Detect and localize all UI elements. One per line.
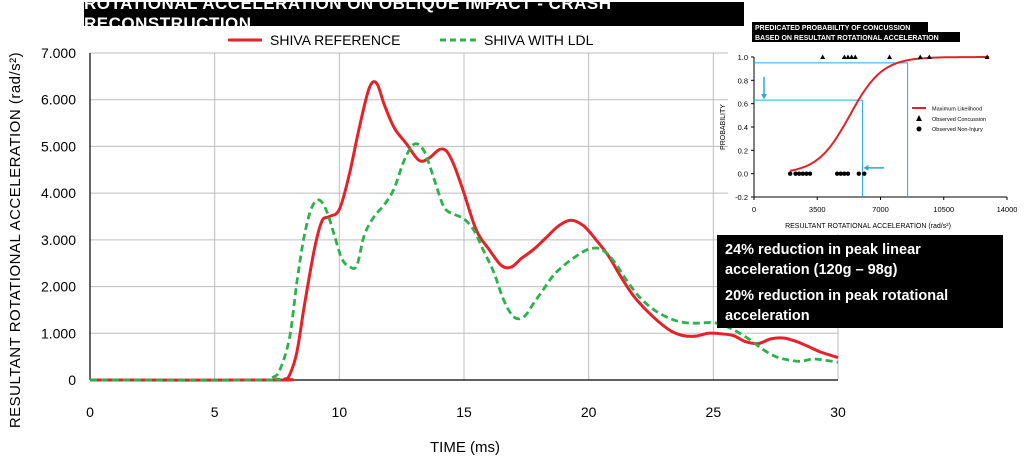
callout-line-linear: 24% reduction in peak linear acceleratio…	[725, 242, 921, 278]
inset-y-tick-label: 0.4	[738, 123, 748, 132]
y-tick-label: 1.000	[41, 325, 76, 341]
inset-x-tick-label: 3500	[809, 205, 826, 214]
x-tick-label: 5	[211, 404, 219, 420]
reduction-callout: 24% reduction in peak linear acceleratio…	[717, 235, 1003, 328]
inset-observed-concussion-marker	[849, 54, 855, 59]
inset-x-tick-label: 0	[752, 205, 756, 214]
inset-arrow-left-head	[863, 164, 869, 171]
x-tick-label: 0	[86, 404, 94, 420]
inset-observed-noninjury-marker	[804, 171, 809, 176]
x-tick-label: 25	[706, 404, 722, 420]
inset-y-tick-label: -0.2	[735, 193, 748, 202]
inset-y-axis-title: PROBABILITY	[720, 104, 727, 150]
inset-legend-swatch-concussion	[916, 115, 922, 121]
inset-observed-concussion-marker	[820, 54, 826, 59]
inset-observed-noninjury-marker	[842, 171, 847, 176]
inset-legend-label-concussion: Observed Concussion	[932, 117, 986, 123]
x-tick-label: 20	[581, 404, 597, 420]
inset-x-tick-label: 10500	[933, 205, 954, 214]
inset-arrow-down-head	[761, 94, 767, 100]
y-tick-label: 7.000	[41, 45, 76, 61]
x-axis-title: TIME (ms)	[430, 439, 500, 456]
inset-chart: PREDICATED PROBABILITY OF CONCUSSION BASE…	[720, 18, 1017, 234]
inset-observed-noninjury-marker	[800, 171, 805, 176]
inset-likelihood-curve	[789, 56, 989, 172]
inset-y-tick-label: 0.2	[738, 146, 748, 155]
inset-observed-concussion-marker	[917, 54, 923, 59]
inset-x-axis-title: RESULTANT ROTATIONAL ACCELERATION (rad/s…	[785, 223, 951, 230]
inset-title-box	[752, 22, 928, 32]
y-tick-label: 3.000	[41, 232, 76, 248]
inset-y-tick-label: 0.0	[738, 170, 748, 179]
inset-observed-concussion-marker	[841, 54, 847, 59]
legend-label-reference: SHIVA REFERENCE	[270, 32, 400, 48]
x-tick-label: 10	[332, 404, 348, 420]
inset-title-line2: BASED ON RESULTANT ROTATIONAL ACCELERATI…	[755, 35, 939, 42]
inset-title-box	[752, 32, 960, 42]
inset-legend-label-likelihood: Maximum Likelihood	[932, 107, 982, 113]
inset-legend-label-noninjury: Observed Non-Injury	[932, 127, 983, 133]
main-legend: SHIVA REFERENCE SHIVA WITH LDL	[228, 32, 594, 48]
y-tick-label: 6.000	[41, 92, 76, 108]
legend-label-ldl: SHIVA WITH LDL	[484, 32, 594, 48]
inset-observed-concussion-marker	[852, 54, 858, 59]
inset-observed-noninjury-marker	[862, 171, 867, 176]
inset-observed-noninjury-marker	[807, 171, 813, 176]
inset-observed-noninjury-marker	[834, 171, 840, 176]
inset-observed-concussion-marker	[984, 54, 990, 59]
x-tick-label: 15	[456, 404, 472, 420]
inset-title-line1: PREDICATED PROBABILITY OF CONCUSSION	[755, 25, 910, 32]
callout-line-rotational: 20% reduction in peak rotational acceler…	[725, 288, 949, 324]
inset-observed-concussion-marker	[926, 54, 932, 59]
inset-y-tick-label: 0.8	[738, 76, 748, 85]
y-tick-label: 5.000	[41, 138, 76, 154]
y-tick-label: 2.000	[41, 279, 76, 295]
inset-observed-concussion-marker	[887, 54, 893, 59]
inset-observed-noninjury-marker	[856, 171, 862, 176]
inset-legend-swatch-noninjury	[916, 126, 922, 132]
x-tick-label: 30	[830, 404, 846, 420]
y-tick-label: 0	[68, 372, 76, 388]
inset-observed-concussion-marker	[845, 54, 851, 59]
inset-background	[728, 18, 1013, 234]
inset-observed-noninjury-marker	[787, 171, 793, 176]
y-tick-label: 4.000	[41, 185, 76, 201]
y-axis-title: RESULTANT ROTATIONAL ACCELERATION (rad/s…	[7, 52, 24, 428]
inset-observed-noninjury-marker	[838, 171, 843, 176]
inset-observed-noninjury-marker	[796, 171, 802, 176]
inset-y-tick-label: 1.0	[738, 53, 748, 62]
series-line-shiva-reference	[89, 80, 839, 382]
inset-y-tick-label: 0.6	[738, 100, 748, 109]
inset-observed-noninjury-marker	[845, 171, 851, 176]
chart-title: ROTATIONAL ACCELERATION ON OBLIQUE IMPAC…	[84, 0, 744, 33]
inset-x-tick-label: 7000	[872, 205, 889, 214]
inset-observed-noninjury-marker	[793, 171, 798, 176]
inset-x-tick-label: 14000	[997, 205, 1018, 214]
